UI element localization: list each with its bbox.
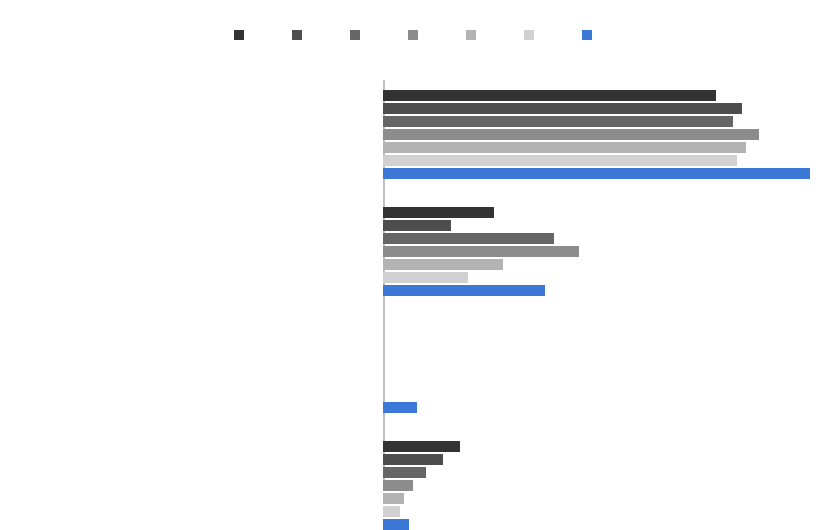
- bar: [383, 454, 443, 465]
- bar: [383, 272, 468, 283]
- bar: [383, 207, 494, 218]
- legend-item: [466, 30, 482, 40]
- bar: [383, 142, 746, 153]
- bar: [383, 285, 545, 296]
- bar: [383, 90, 716, 101]
- legend-swatch: [582, 30, 592, 40]
- legend-item: [350, 30, 366, 40]
- bar: [383, 493, 404, 504]
- bar: [383, 155, 737, 166]
- bar: [383, 441, 460, 452]
- bar: [383, 259, 503, 270]
- legend-item: [292, 30, 308, 40]
- legend-swatch: [466, 30, 476, 40]
- bar: [383, 519, 409, 530]
- bar: [383, 506, 400, 517]
- bar: [383, 246, 579, 257]
- bar: [383, 402, 417, 413]
- legend-swatch: [292, 30, 302, 40]
- bar: [383, 129, 759, 140]
- legend: [0, 30, 831, 40]
- plot-area: [383, 80, 810, 480]
- chart-stage: [0, 0, 831, 519]
- legend-item: [408, 30, 424, 40]
- legend-swatch: [524, 30, 534, 40]
- legend-swatch: [350, 30, 360, 40]
- legend-swatch: [408, 30, 418, 40]
- bar: [383, 233, 554, 244]
- legend-item: [582, 30, 598, 40]
- bar: [383, 116, 733, 127]
- bar: [383, 467, 426, 478]
- bar: [383, 168, 810, 179]
- bar: [383, 220, 451, 231]
- bar: [383, 103, 742, 114]
- legend-swatch: [234, 30, 244, 40]
- legend-item: [234, 30, 250, 40]
- legend-item: [524, 30, 540, 40]
- bar: [383, 480, 413, 491]
